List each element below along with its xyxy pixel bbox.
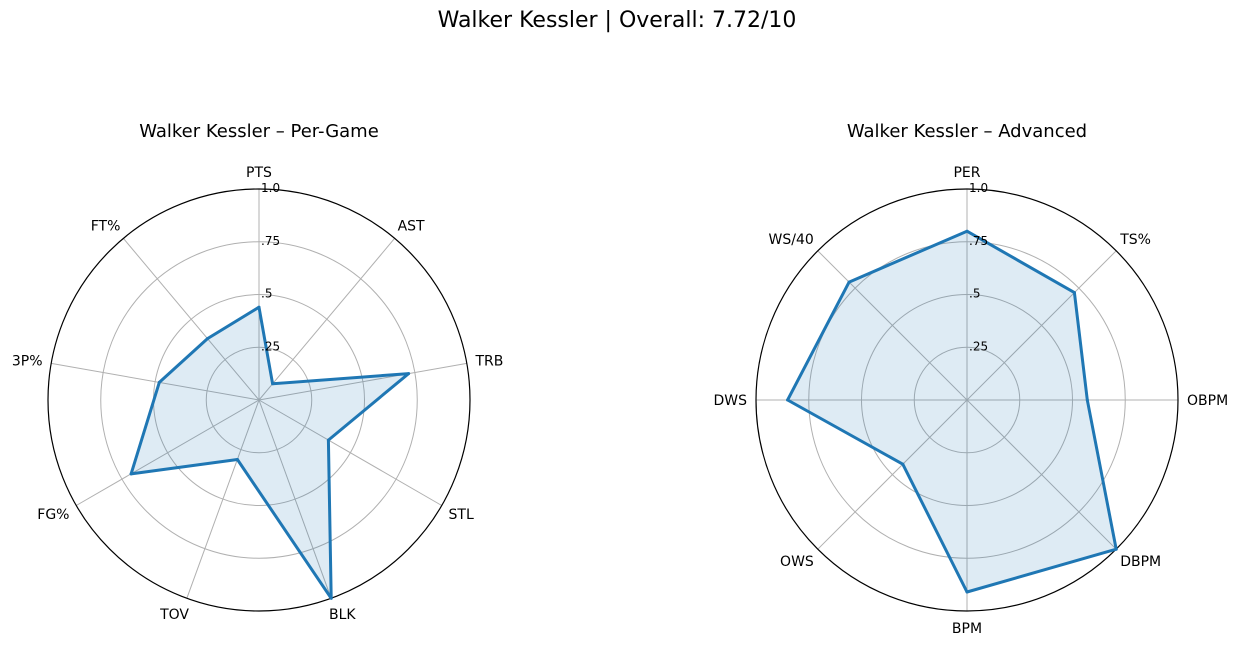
category-label-TRB: TRB <box>475 353 504 369</box>
data-point-FG% <box>129 472 133 476</box>
spoke-line <box>817 399 968 550</box>
category-label-BLK: BLK <box>329 607 356 623</box>
figure-title: Walker Kessler | Overall: 7.72/10 <box>437 8 797 33</box>
data-point-AST <box>271 382 275 386</box>
data-point-OBPM <box>1085 398 1089 402</box>
chart-title: Walker Kessler – Per-Game <box>139 121 379 142</box>
spoke-line <box>76 399 260 506</box>
category-label-WS/40: WS/40 <box>769 232 814 248</box>
chart-title: Walker Kessler – Advanced <box>847 121 1087 142</box>
data-point-DWS <box>786 398 790 402</box>
data-point-TS% <box>1072 291 1076 295</box>
spoke-line <box>258 399 442 506</box>
r-tick-label: 1.0 <box>969 181 988 195</box>
data-point-BLK <box>329 596 333 600</box>
data-point-TRB <box>407 372 411 376</box>
spoke-line <box>258 362 467 401</box>
data-point-3P% <box>157 380 161 384</box>
category-label-3P%: 3P% <box>12 353 43 369</box>
spoke-line <box>122 238 260 401</box>
r-tick-label: .25 <box>969 339 988 353</box>
r-tick-label: 1.0 <box>261 181 280 195</box>
data-point-OWS <box>901 462 905 466</box>
category-label-TOV: TOV <box>159 607 189 623</box>
spoke-line <box>817 250 968 401</box>
spoke-line <box>258 238 396 401</box>
series-area <box>786 229 1118 594</box>
category-label-PTS: PTS <box>246 165 272 181</box>
category-label-DBPM: DBPM <box>1120 554 1161 570</box>
category-label-FT%: FT% <box>91 218 121 234</box>
spoke-line <box>51 362 260 401</box>
category-label-BPM: BPM <box>952 621 982 637</box>
spoke-line <box>966 399 1117 550</box>
category-label-STL: STL <box>449 507 474 523</box>
category-label-AST: AST <box>398 218 425 234</box>
data-point-FT% <box>206 337 209 341</box>
data-point-TOV <box>235 458 239 461</box>
data-point-DBPM <box>1114 547 1118 551</box>
data-point-STL <box>326 438 330 442</box>
spoke-line <box>258 399 332 599</box>
r-tick-label: .5 <box>969 287 980 301</box>
category-label-OWS: OWS <box>780 554 814 570</box>
category-label-OBPM: OBPM <box>1187 393 1228 409</box>
outer-frame <box>755 188 1179 612</box>
data-point-PER <box>965 229 969 233</box>
data-point-PTS <box>257 305 261 309</box>
data-point-WS/40 <box>847 280 851 284</box>
spoke-line <box>966 250 1117 401</box>
series-area <box>129 305 411 600</box>
r-tick-label: .5 <box>261 287 272 301</box>
outer-frame <box>47 188 471 612</box>
r-tick-label: .75 <box>261 234 280 248</box>
spoke-line <box>186 399 260 599</box>
category-label-FG%: FG% <box>37 507 69 523</box>
r-tick-label: .75 <box>969 234 988 248</box>
r-tick-label: .25 <box>261 339 280 353</box>
category-label-DWS: DWS <box>713 393 747 409</box>
category-label-PER: PER <box>953 165 980 181</box>
category-label-TS%: TS% <box>1119 232 1151 248</box>
data-point-BPM <box>965 590 969 594</box>
